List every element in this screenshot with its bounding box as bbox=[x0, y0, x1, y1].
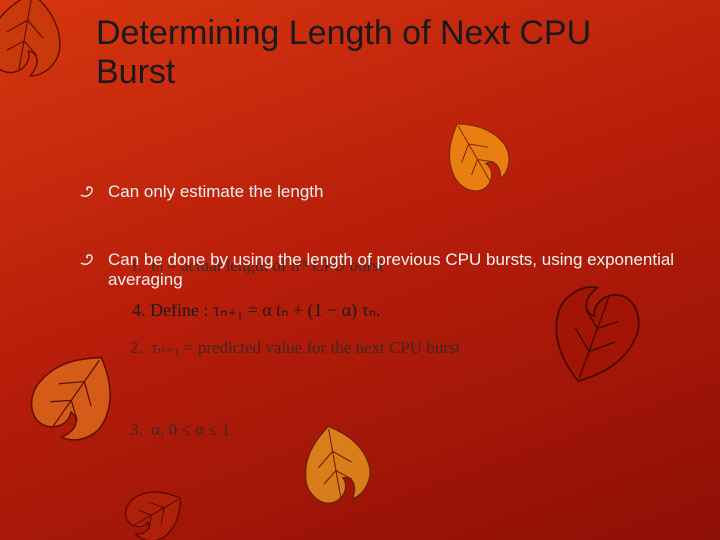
bullet-text: Can only estimate the length bbox=[108, 182, 323, 201]
bullet-curl-icon bbox=[80, 253, 96, 267]
leaf-icon bbox=[0, 0, 78, 88]
math-ghost-line-3: 3. α, 0 ≤ α ≤ 1 bbox=[130, 416, 460, 443]
bullet-item: Can only estimate the length bbox=[80, 182, 680, 202]
math-ghost-line-2: 2. τₙ₊₁ = predicted value for the next C… bbox=[130, 334, 460, 361]
slide: Determining Length of Next CPU Burst 1. … bbox=[0, 0, 720, 540]
slide-title: Determining Length of Next CPU Burst bbox=[96, 14, 680, 92]
bullet-item: Can be done by using the length of previ… bbox=[80, 250, 680, 290]
bullet-text: Can be done by using the length of previ… bbox=[108, 250, 674, 289]
math-define-line: 4. Define : τₙ₊₁ = α tₙ + (1 − α) τₙ. bbox=[132, 300, 381, 321]
leaf-icon bbox=[7, 327, 143, 463]
bullet-curl-icon bbox=[80, 185, 96, 199]
